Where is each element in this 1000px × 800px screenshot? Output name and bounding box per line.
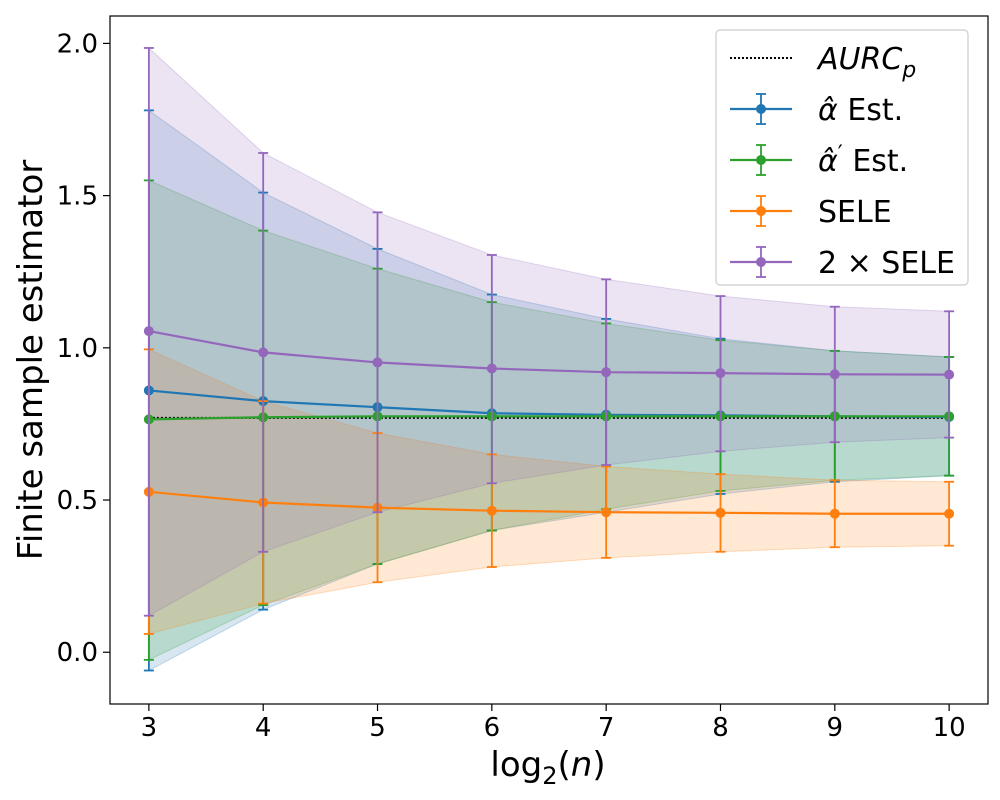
data-point	[715, 368, 726, 379]
series-line-1	[148, 415, 950, 421]
legend-marker	[756, 257, 766, 267]
series-line-3	[148, 329, 950, 376]
x-tick-label: 10	[933, 713, 966, 743]
x-tick-label: 3	[141, 713, 158, 743]
x-tick-label: 8	[712, 713, 729, 743]
data-point	[944, 369, 955, 380]
legend-label: AURCp	[816, 42, 916, 83]
y-tick-label: 2.0	[57, 29, 98, 59]
data-point	[143, 326, 154, 337]
y-tick-label: 1.0	[57, 334, 98, 364]
x-tick-label: 7	[598, 713, 615, 743]
y-tick-label: 1.5	[57, 182, 98, 212]
legend-label: α̂′ Est.	[818, 142, 908, 179]
series-line-2	[148, 490, 950, 515]
data-point	[944, 508, 955, 519]
x-tick-label: 6	[484, 713, 501, 743]
plot-frame	[109, 15, 989, 705]
data-point	[601, 507, 612, 518]
legend-item-series-0: α̂ Est.	[730, 93, 903, 128]
data-point	[258, 347, 269, 358]
y-tick-label: 0.5	[57, 486, 98, 516]
legend-marker	[756, 206, 766, 216]
x-axis-label: log2(n)	[490, 745, 605, 790]
y-tick-label: 0.0	[57, 638, 98, 668]
legend-label: α̂ Est.	[818, 93, 903, 128]
y-axis-label: Finite sample estimator	[11, 160, 51, 561]
x-tick-label: 9	[827, 713, 844, 743]
legend-marker	[756, 104, 766, 114]
data-point	[601, 367, 612, 378]
legend-item-series-1: α̂′ Est.	[730, 142, 908, 179]
legend-frame	[715, 29, 969, 286]
legend-label: 2 × SELE	[818, 246, 955, 281]
legend: AURCp α̂ Est. α̂′ Est. SELE 2 × SELE	[715, 29, 969, 286]
data-point	[372, 357, 383, 368]
legend-label: SELE	[818, 195, 892, 230]
data-point	[715, 507, 726, 518]
data-point	[829, 369, 840, 380]
legend-item-reference: AURCp	[730, 42, 916, 83]
x-axis: 3 4 5 6 7 8 9 10	[141, 704, 966, 743]
legend-item-series-2: SELE	[730, 195, 892, 230]
x-tick-label: 4	[255, 713, 272, 743]
data-point	[829, 508, 840, 519]
data-point	[486, 363, 497, 374]
series-group	[143, 47, 955, 672]
confidence-bands	[148, 46, 950, 672]
series-3	[143, 47, 955, 617]
x-tick-label: 5	[369, 713, 386, 743]
data-point	[486, 505, 497, 516]
y-axis: 0.0 0.5 1.0 1.5 2.0	[57, 29, 110, 668]
legend-marker	[756, 155, 766, 165]
legend-item-series-3: 2 × SELE	[730, 246, 955, 281]
